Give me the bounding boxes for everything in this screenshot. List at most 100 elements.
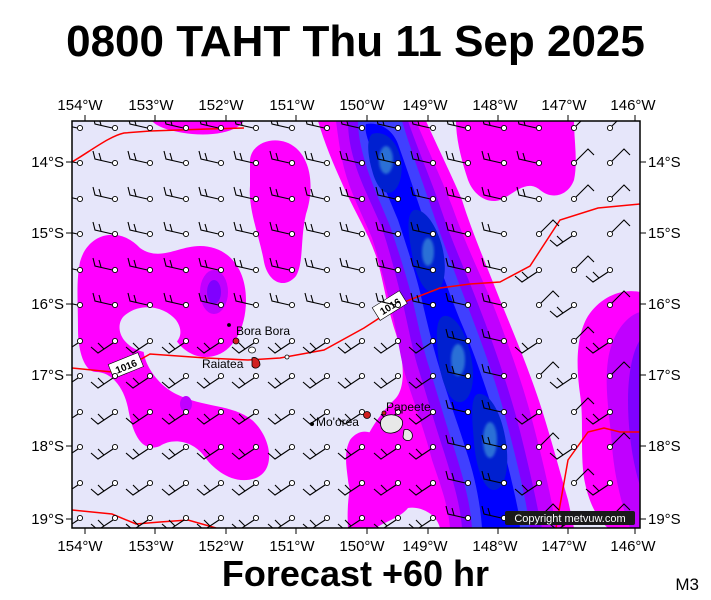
wind-barb	[482, 121, 508, 132]
wind-barb	[606, 432, 631, 451]
rain-area-north-central	[249, 140, 311, 284]
wind-barb	[339, 186, 366, 203]
isobar-line	[72, 203, 640, 373]
wind-barb	[72, 266, 84, 274]
wind-barb	[516, 150, 543, 167]
isobar-line	[555, 427, 640, 528]
wind-barb	[481, 328, 508, 345]
wind-barb	[198, 292, 225, 309]
wind-barb	[606, 121, 618, 132]
wind-barb	[125, 514, 154, 528]
lon-label: 150°W	[339, 538, 385, 555]
wind-barb	[161, 372, 190, 389]
wind-barb	[233, 257, 260, 274]
wind-barb	[408, 372, 437, 389]
wind-barb	[196, 479, 225, 496]
lat-label: 17°S	[648, 367, 681, 384]
wind-barb	[125, 372, 154, 389]
wind-barb	[514, 408, 543, 425]
wind-barb	[339, 292, 366, 309]
island-huahine	[284, 354, 290, 360]
wind-barb	[72, 408, 84, 419]
wind-barb	[161, 408, 190, 425]
island-maupiti	[227, 323, 231, 327]
wind-barb	[90, 443, 119, 460]
wind-barb	[304, 221, 331, 238]
wind-barb	[161, 443, 190, 460]
wind-barb	[90, 408, 119, 425]
wind-barb	[72, 443, 84, 454]
lat-labels-left: 14°S 15°S 16°S 17°S 18°S 19°S	[31, 154, 64, 528]
wind-barb	[337, 443, 366, 460]
lon-label: 154°W	[57, 97, 103, 114]
wind-barb	[92, 150, 119, 167]
wind-barb	[125, 408, 154, 425]
lat-label: 15°S	[31, 225, 64, 242]
copyright-badge: Copyright metvuw.com	[505, 511, 635, 525]
wind-barb	[585, 408, 614, 425]
forecast-label: Forecast +60 hr	[221, 553, 490, 594]
lat-label: 16°S	[31, 296, 64, 313]
lon-label: 150°W	[339, 97, 385, 114]
lat-label: 14°S	[31, 154, 64, 171]
wind-barb	[339, 257, 366, 274]
island-bora-bora	[232, 337, 240, 345]
wind-barb	[445, 328, 472, 345]
wind-barb	[269, 150, 296, 167]
wind-barb	[535, 432, 560, 451]
wind-barb	[410, 257, 437, 274]
isobars	[72, 127, 640, 528]
wind-barb	[198, 150, 225, 167]
wind-barb	[269, 186, 296, 203]
isobar-line	[72, 509, 217, 528]
wind-barb	[481, 363, 508, 380]
wind-barb	[606, 148, 631, 167]
wind-barb	[481, 150, 508, 167]
wind-barb	[231, 408, 260, 425]
rain-peak	[483, 422, 497, 458]
wind-barb	[233, 150, 260, 167]
wind-barb	[337, 408, 366, 425]
wind-barb	[269, 257, 296, 274]
wind-barb	[231, 479, 260, 496]
wind-barb	[127, 257, 154, 274]
wind-barb	[337, 337, 366, 354]
wind-barb	[72, 372, 84, 383]
wind-barb	[585, 479, 614, 496]
wind-barb	[445, 292, 472, 309]
wind-barb	[570, 148, 595, 167]
rain-spot	[180, 396, 192, 412]
wind-barbs	[72, 121, 631, 528]
wind-barb	[92, 257, 119, 274]
wind-barb	[549, 372, 578, 389]
wind-barb	[373, 479, 402, 496]
wind-barb	[90, 514, 119, 528]
lat-label: 14°S	[648, 154, 681, 171]
wind-barb	[92, 292, 119, 309]
wind-barb	[302, 443, 331, 460]
wind-barb	[90, 337, 119, 354]
wind-barb	[72, 230, 84, 238]
wind-barb	[376, 121, 402, 132]
wind-barb	[304, 186, 331, 203]
wind-barb	[549, 230, 578, 247]
wind-barb	[198, 186, 225, 203]
wind-barb	[93, 121, 119, 132]
place-papeete: Papeete	[386, 400, 431, 414]
wind-barb	[549, 443, 578, 460]
wind-barb	[90, 479, 119, 496]
wind-barb	[570, 326, 595, 345]
wind-barb	[445, 505, 472, 522]
wind-barb	[337, 514, 366, 528]
wind-barb	[196, 372, 225, 389]
lon-label: 146°W	[610, 538, 656, 555]
wind-barb	[514, 337, 543, 354]
wind-barb	[72, 337, 84, 348]
wind-barb	[231, 514, 260, 528]
island-moorea	[363, 411, 371, 419]
rain-area-east-purple	[628, 340, 640, 486]
lon-labels-top: 154°W 153°W 152°W 151°W 150°W 149°W 148°…	[57, 97, 656, 114]
wind-barb	[514, 479, 543, 496]
wind-barb	[375, 292, 402, 309]
